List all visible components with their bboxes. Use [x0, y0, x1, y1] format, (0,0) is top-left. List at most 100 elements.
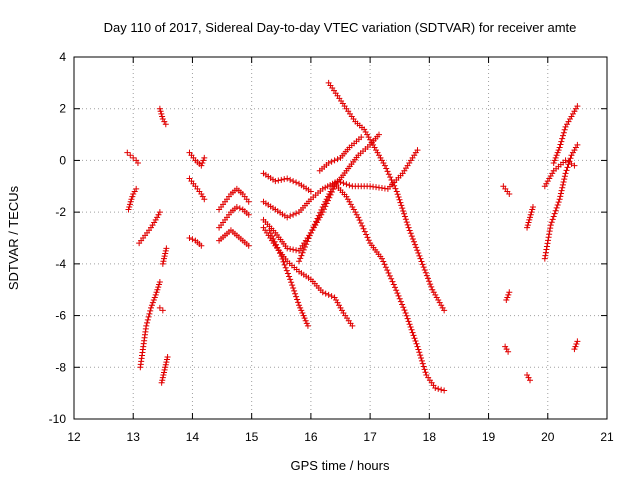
x-tick-label: 15 [245, 430, 259, 444]
series-trace-8 [156, 304, 166, 314]
data-point [125, 206, 132, 213]
data-point [382, 264, 389, 271]
data-point [545, 234, 552, 241]
series-trace-31 [571, 338, 581, 353]
data-point [156, 209, 163, 216]
data-point [161, 253, 168, 260]
data-point [505, 291, 512, 298]
data-point [147, 304, 154, 311]
data-point [286, 273, 293, 280]
data-point [525, 374, 532, 381]
data-point [293, 210, 300, 217]
data-point [362, 128, 369, 135]
data-point [421, 266, 428, 273]
data-point [551, 210, 558, 217]
data-point [301, 315, 308, 322]
data-point [322, 203, 329, 210]
series-trace-20 [296, 131, 382, 265]
series-trace-6 [159, 245, 170, 267]
series-trace-12 [216, 185, 252, 213]
data-point [527, 211, 534, 218]
data-point [569, 110, 576, 117]
data-point [419, 360, 426, 367]
x-tick-label: 16 [304, 430, 318, 444]
data-point [427, 281, 434, 288]
data-point [414, 343, 421, 350]
data-point [284, 270, 291, 277]
data-point [401, 210, 408, 217]
axis-ticks: 12 13 14 15 16 17 18 19 20 21 -10 -8 -6 -4 -2 0 2 4 [49, 50, 614, 444]
data-point [441, 387, 448, 394]
data-point [287, 276, 294, 283]
data-point [400, 207, 407, 214]
data-point [405, 318, 412, 325]
series-trace-24 [503, 289, 513, 304]
data-point [364, 234, 371, 241]
data-point [542, 252, 549, 259]
data-point [569, 149, 576, 156]
data-point [157, 108, 164, 115]
data-point [124, 149, 131, 156]
data-point [347, 201, 354, 208]
data-point [305, 235, 312, 242]
data-point [418, 258, 425, 265]
data-point [432, 384, 439, 391]
data-point [163, 359, 170, 366]
data-point [506, 289, 513, 296]
data-point [145, 313, 152, 320]
data-point [410, 238, 417, 245]
data-point [323, 200, 330, 207]
data-point [326, 194, 333, 201]
data-point [296, 258, 303, 265]
data-point [561, 176, 568, 183]
x-tick-label: 12 [67, 430, 81, 444]
data-point [201, 154, 208, 161]
data-point [422, 369, 429, 376]
data-point [245, 211, 252, 218]
data-point [553, 204, 560, 211]
data-point [161, 366, 168, 373]
series-trace-14 [216, 227, 252, 249]
data-point [162, 247, 169, 254]
data-point [158, 110, 165, 117]
data-point [377, 154, 384, 161]
data-point [365, 237, 372, 244]
data-point [571, 162, 578, 169]
data-point [424, 275, 431, 282]
data-point [272, 178, 279, 185]
y-tick-label: -8 [55, 360, 66, 374]
data-point [415, 250, 422, 257]
data-point [162, 361, 169, 368]
x-tick-label: 21 [600, 430, 614, 444]
data-point [325, 160, 332, 167]
data-point [338, 307, 345, 314]
data-point [566, 116, 573, 123]
data-point [201, 196, 208, 203]
data-point [319, 289, 326, 296]
data-point [399, 205, 406, 212]
data-point [312, 222, 319, 229]
data-point [158, 379, 165, 386]
data-point [404, 221, 411, 228]
data-point [199, 160, 206, 167]
data-point [130, 191, 137, 198]
data-point [410, 332, 417, 339]
data-point [159, 374, 166, 381]
data-point [381, 162, 388, 169]
data-point [558, 138, 565, 145]
data-point [299, 309, 306, 316]
data-point [356, 217, 363, 224]
data-point [273, 241, 280, 248]
data-point [357, 220, 364, 227]
data-point [127, 198, 134, 205]
series-trace-10 [186, 175, 208, 203]
data-point [159, 307, 166, 314]
data-point [275, 247, 282, 254]
data-point [365, 134, 372, 141]
data-point [394, 290, 401, 297]
data-point [396, 196, 403, 203]
data-point [200, 157, 207, 164]
data-point [385, 171, 392, 178]
data-point [353, 211, 360, 218]
data-point [561, 173, 568, 180]
